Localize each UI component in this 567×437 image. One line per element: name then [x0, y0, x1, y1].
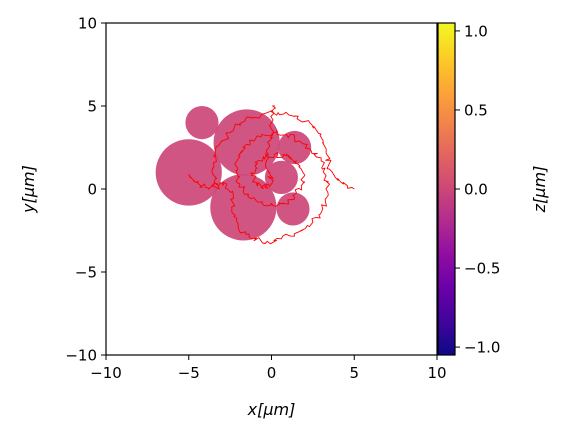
- y-tick-label: −10: [65, 347, 97, 365]
- trajectory-branch: [188, 173, 220, 190]
- colorbar-ticks: −1.0 −0.5 0.0 0.5 1.0: [455, 22, 500, 357]
- colorbar-label: z[μm]: [530, 166, 549, 214]
- colorbar-tick-label: 0.5: [464, 101, 488, 119]
- particle-circle-2: [185, 106, 219, 140]
- colorbar: −1.0 −0.5 0.0 0.5 1.0: [437, 22, 500, 357]
- y-axis-label: y[μm]: [19, 165, 38, 214]
- trajectory-layer: [188, 105, 355, 245]
- x-tick-label: −5: [178, 364, 200, 382]
- colorbar-tick-label: 0.0: [464, 181, 488, 199]
- colorbar-tick-label: 1.0: [464, 22, 488, 40]
- x-tick-label: −10: [90, 364, 122, 382]
- particle-circle-4: [210, 174, 277, 241]
- circles-layer: [155, 106, 312, 241]
- x-tick-label: 5: [349, 364, 359, 382]
- particle-circle-6: [264, 160, 298, 194]
- y-tick-label: −5: [75, 264, 97, 282]
- x-axis-label: x[μm]: [247, 400, 296, 419]
- x-tick-label: 10: [427, 364, 446, 382]
- colorbar-tick-label: −1.0: [464, 339, 500, 357]
- particle-circle-1: [155, 139, 222, 206]
- y-tick-label: 10: [78, 15, 97, 33]
- x-tick-label: 0: [267, 364, 277, 382]
- x-axis-ticks: −10 −5 0 5 10: [90, 355, 447, 382]
- colorbar-gradient: [438, 23, 455, 355]
- y-axis-ticks: −10 −5 0 5 10: [65, 15, 106, 365]
- particle-circle-7: [276, 192, 310, 226]
- colorbar-tick-label: −0.5: [464, 260, 500, 278]
- trajectory-line: [211, 105, 355, 245]
- y-tick-label: 5: [87, 98, 97, 116]
- y-tick-label: 0: [87, 181, 97, 199]
- plot-area: [155, 105, 355, 245]
